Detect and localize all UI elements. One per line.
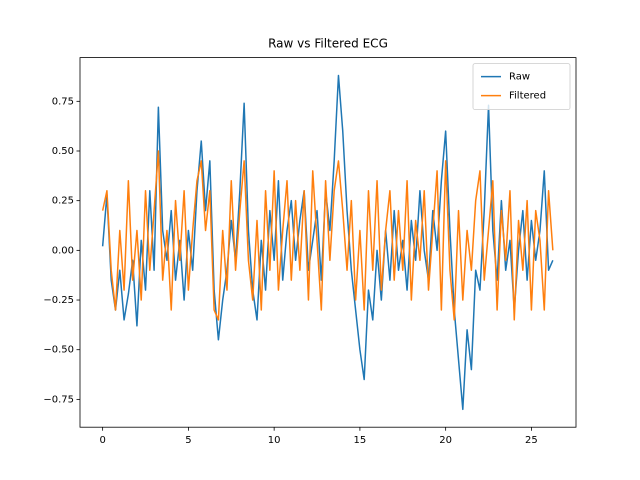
y-tick-label: −0.25: [43, 295, 74, 306]
x-tick-label: 5: [185, 435, 191, 446]
y-tick-label: 0.00: [52, 245, 74, 256]
x-tick-label: 15: [354, 435, 367, 446]
y-tick-label: −0.50: [43, 345, 74, 356]
y-tick-label: −0.75: [43, 394, 74, 405]
x-tick-label: 0: [99, 435, 105, 446]
y-tick-label: 0.25: [52, 196, 74, 207]
legend-label: Raw: [509, 72, 530, 83]
x-tick-label: 20: [439, 435, 452, 446]
x-tick-label: 10: [268, 435, 281, 446]
y-tick-label: 0.75: [52, 96, 74, 107]
y-tick-label: 0.50: [52, 146, 74, 157]
chart-title: Raw vs Filtered ECG: [268, 37, 388, 51]
data-line: [101, 150, 554, 321]
legend-label: Filtered: [509, 91, 546, 102]
legend-box: [472, 63, 571, 110]
plot-frame: [79, 57, 577, 428]
x-tick-label: 25: [525, 435, 538, 446]
